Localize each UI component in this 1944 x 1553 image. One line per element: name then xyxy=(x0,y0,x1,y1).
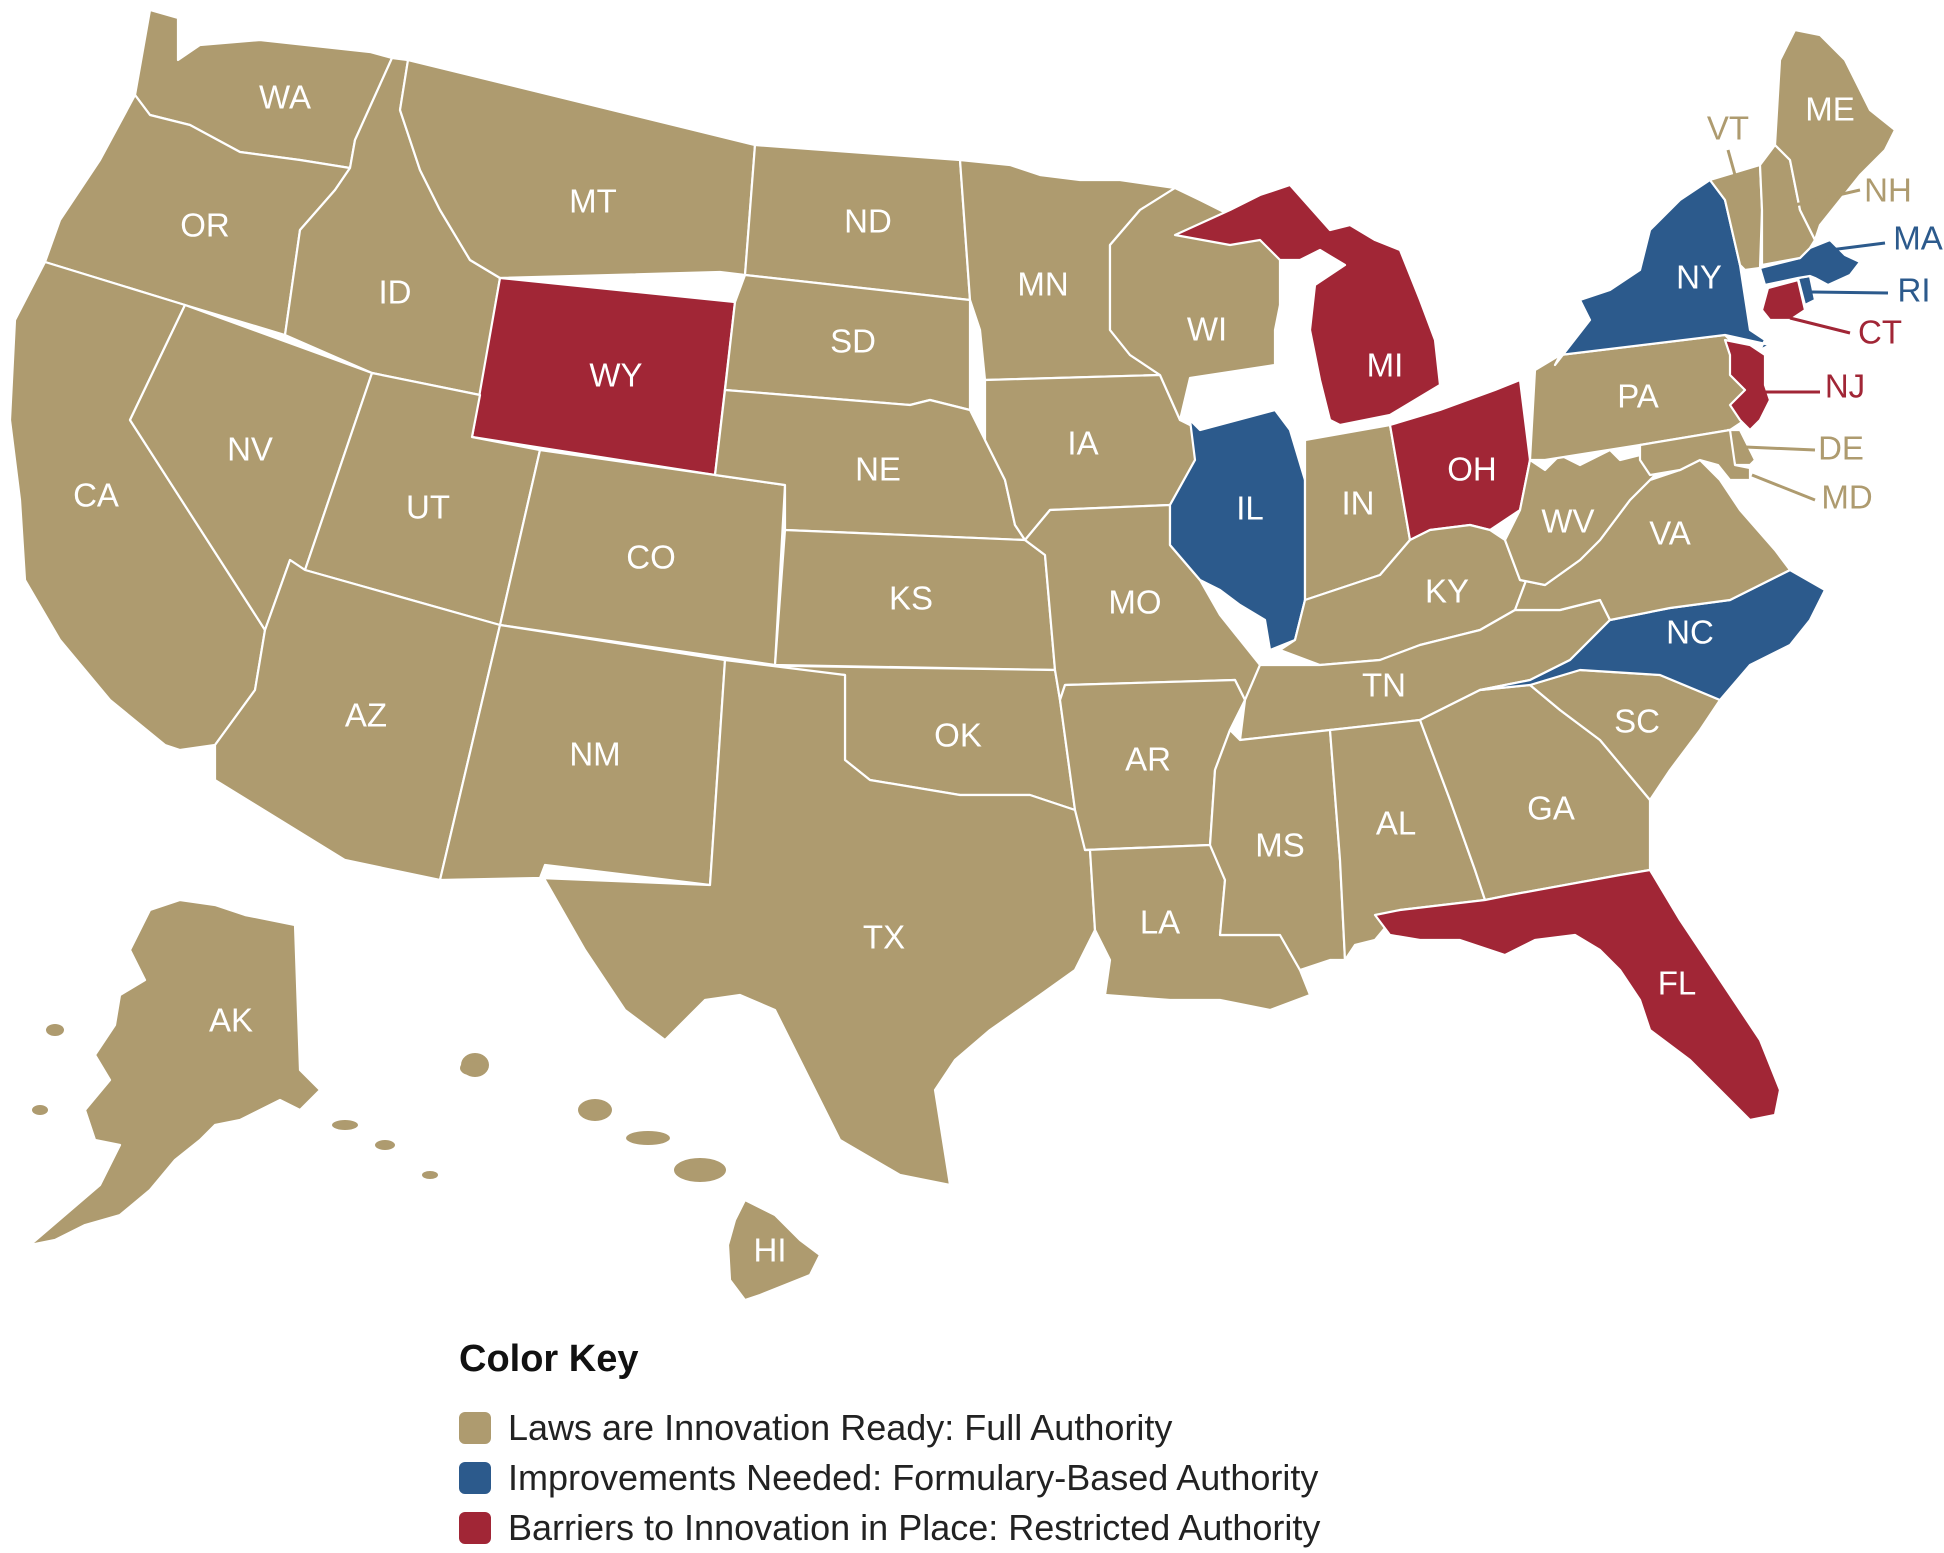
label-in: IN xyxy=(1342,485,1375,522)
label-leader-lines xyxy=(1726,149,1889,502)
label-mo: MO xyxy=(1108,584,1161,621)
leader-ri xyxy=(1811,290,1889,295)
label-mn: MN xyxy=(1017,266,1068,303)
label-de: DE xyxy=(1818,430,1864,467)
label-md: MD xyxy=(1821,479,1872,516)
swatch-formulary xyxy=(459,1462,491,1494)
label-me: ME xyxy=(1805,91,1855,128)
leader-ma xyxy=(1829,241,1886,252)
swatch-restricted xyxy=(459,1512,491,1544)
state-nj xyxy=(1723,338,1772,432)
label-va: VA xyxy=(1649,515,1691,552)
label-ga: GA xyxy=(1527,790,1575,827)
label-mi: MI xyxy=(1367,347,1404,384)
label-wv: WV xyxy=(1541,503,1594,540)
label-sd: SD xyxy=(830,323,876,360)
label-nh: NH xyxy=(1864,172,1912,209)
label-nm: NM xyxy=(569,736,620,773)
key-label-formulary: Improvements Needed: Formulary-Based Aut… xyxy=(508,1457,1319,1498)
leader-md xyxy=(1751,473,1816,502)
leader-ct xyxy=(1789,316,1851,335)
key-row-full: Laws are Innovation Ready: Full Authorit… xyxy=(459,1403,1559,1453)
label-fl: FL xyxy=(1658,965,1697,1002)
label-wi: WI xyxy=(1187,311,1227,348)
ak-island-4 xyxy=(460,1061,480,1075)
state-tx xyxy=(538,658,1097,1187)
swatch-full xyxy=(459,1412,491,1444)
label-ne: NE xyxy=(855,451,901,488)
label-co: CO xyxy=(626,539,676,576)
state-me xyxy=(1773,28,1897,242)
state-md xyxy=(1638,428,1752,482)
state-wi xyxy=(1108,186,1282,422)
label-ia: IA xyxy=(1067,425,1098,462)
label-or: OR xyxy=(180,207,230,244)
label-tn: TN xyxy=(1362,667,1406,704)
label-ar: AR xyxy=(1125,741,1171,778)
state-ak xyxy=(28,898,322,1247)
leader-nh xyxy=(1794,188,1861,207)
hi-island-oahu xyxy=(578,1099,612,1121)
label-nd: ND xyxy=(844,203,892,240)
label-la: LA xyxy=(1140,904,1180,941)
label-ri: RI xyxy=(1898,272,1931,309)
island-shapes xyxy=(32,1024,726,1182)
label-ct: CT xyxy=(1858,314,1902,351)
us-map: WA OR CA ID NV MT WY UT AZ CO NM ND SD N… xyxy=(8,8,1943,1302)
label-ok: OK xyxy=(934,717,982,754)
label-tx: TX xyxy=(863,919,905,956)
color-key: Color Key Laws are Innovation Ready: Ful… xyxy=(459,1338,1559,1553)
key-row-formulary: Improvements Needed: Formulary-Based Aut… xyxy=(459,1453,1559,1503)
label-wy: WY xyxy=(589,357,642,394)
hi-island-maui xyxy=(674,1158,726,1182)
ak-island-3 xyxy=(422,1171,438,1179)
label-wa: WA xyxy=(259,79,311,116)
ak-island-6 xyxy=(32,1105,48,1115)
ak-island-1 xyxy=(332,1120,358,1130)
leader-vt xyxy=(1726,149,1737,176)
state-hi xyxy=(726,1198,822,1302)
label-ny: NY xyxy=(1676,259,1722,296)
state-fl xyxy=(1373,868,1782,1122)
label-ak: AK xyxy=(209,1002,253,1039)
state-mi xyxy=(1173,183,1442,427)
label-nv: NV xyxy=(227,431,273,468)
state-ct xyxy=(1760,278,1807,322)
label-sc: SC xyxy=(1614,703,1660,740)
label-ut: UT xyxy=(406,489,450,526)
label-id: ID xyxy=(379,274,412,311)
state-co xyxy=(498,448,787,667)
label-mt: MT xyxy=(569,183,617,220)
key-label-full: Laws are Innovation Ready: Full Authorit… xyxy=(508,1407,1173,1448)
label-nc: NC xyxy=(1666,614,1714,651)
key-row-restricted: Barriers to Innovation in Place: Restric… xyxy=(459,1503,1559,1553)
label-ky: KY xyxy=(1425,573,1469,610)
label-il: IL xyxy=(1236,490,1264,527)
ak-island-2 xyxy=(375,1140,395,1150)
label-az: AZ xyxy=(345,697,387,734)
label-pa: PA xyxy=(1617,378,1659,415)
state-nc xyxy=(1478,568,1827,702)
state-labels: WA OR CA ID NV MT WY UT AZ CO NM ND SD N… xyxy=(73,79,1943,1269)
label-ms: MS xyxy=(1255,827,1305,864)
label-vt: VT xyxy=(1707,110,1749,147)
label-hi: HI xyxy=(754,1232,787,1269)
ak-island-5 xyxy=(46,1024,64,1036)
label-ma: MA xyxy=(1893,220,1943,257)
state-il xyxy=(1168,408,1307,652)
key-label-restricted: Barriers to Innovation in Place: Restric… xyxy=(508,1507,1321,1548)
hi-island-molokai xyxy=(626,1131,670,1145)
color-key-title: Color Key xyxy=(459,1338,639,1380)
label-ks: KS xyxy=(889,580,933,617)
label-ca: CA xyxy=(73,477,119,514)
label-al: AL xyxy=(1376,805,1416,842)
label-oh: OH xyxy=(1447,451,1497,488)
leader-de xyxy=(1744,445,1816,452)
label-nj: NJ xyxy=(1825,368,1865,405)
state-shapes xyxy=(8,8,1897,1302)
